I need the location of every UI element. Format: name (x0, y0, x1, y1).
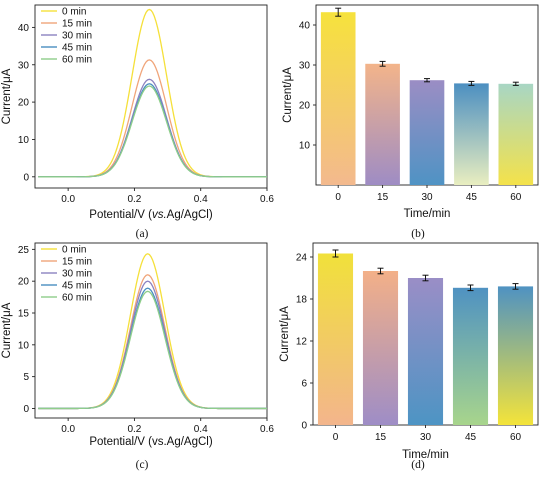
series-line-45-min (38, 287, 267, 410)
y-tick-label: 24 (296, 253, 308, 264)
panel-label: (a) (136, 228, 149, 240)
legend-label: 45 min (62, 281, 92, 292)
x-tick-label: 15 (377, 192, 389, 203)
y-axis-title: Current/μA (1, 68, 13, 124)
bar-30 (407, 278, 444, 425)
bar-0 (320, 12, 356, 186)
bar-30 (409, 80, 445, 185)
bar-15 (365, 63, 400, 185)
legend-label: 0 min (62, 245, 86, 256)
y-tick-label: 20 (299, 101, 311, 112)
x-axis-title: Potential/V (vs.Ag/AgCl) (89, 209, 213, 221)
y-tick-label: 30 (18, 60, 30, 71)
series-line-60-min (38, 85, 267, 178)
x-tick-label: 30 (421, 192, 433, 203)
x-tick-label: 0.0 (61, 194, 75, 205)
legend-label: 15 min (62, 19, 92, 30)
bar-45 (454, 83, 489, 185)
y-tick-label: 0 (23, 404, 29, 415)
legend-label: 0 min (62, 7, 86, 18)
x-tick-label: 0.2 (127, 194, 141, 205)
x-tick-label: 0.4 (194, 424, 208, 435)
y-tick-label: 12 (296, 337, 308, 348)
y-tick-label: 20 (18, 277, 30, 288)
legend-label: 60 min (62, 293, 92, 304)
x-tick-label: 60 (510, 432, 522, 443)
y-tick-label: 0 (301, 421, 307, 432)
y-axis-title: Current/μA (1, 302, 13, 358)
bar-45 (452, 287, 489, 425)
x-tick-label: 60 (510, 192, 522, 203)
legend-label: 45 min (62, 43, 92, 54)
x-tick-label: 45 (465, 432, 477, 443)
x-tick-label: 45 (466, 192, 478, 203)
series-line-30-min (38, 78, 267, 178)
y-axis-title: Current/μA (279, 306, 291, 362)
panel-label: (b) (411, 228, 425, 240)
panel-label: (d) (411, 459, 425, 471)
bar-0 (317, 253, 354, 425)
y-tick-label: 6 (301, 379, 307, 390)
y-tick-label: 10 (299, 141, 311, 152)
y-tick-label: 0 (23, 172, 29, 183)
y-axis-title: Current/μA (282, 67, 294, 123)
bar-60 (497, 286, 534, 425)
x-tick-label: 15 (375, 432, 387, 443)
y-tick-label: 10 (18, 135, 30, 146)
plot-frame (34, 242, 268, 419)
y-tick-label: 10 (18, 340, 30, 351)
x-tick-label: 0.6 (260, 424, 274, 435)
legend-label: 15 min (62, 257, 92, 268)
x-tick-label: 0 (333, 432, 339, 443)
x-axis-title: Time/min (404, 208, 451, 220)
x-tick-label: 0.0 (61, 424, 75, 435)
series-line-45-min (38, 83, 267, 178)
x-tick-label: 0.2 (127, 424, 141, 435)
y-tick-label: 5 (23, 372, 29, 383)
y-tick-label: 30 (299, 61, 311, 72)
y-tick-label: 20 (18, 98, 30, 109)
legend-label: 60 min (62, 55, 92, 66)
y-tick-label: 40 (299, 21, 311, 32)
y-tick-label: 40 (18, 23, 30, 34)
legend-label: 30 min (62, 269, 92, 280)
x-tick-label: 0.4 (194, 194, 208, 205)
bar-60 (498, 83, 534, 185)
y-tick-label: 15 (18, 309, 30, 320)
y-tick-label: 25 (18, 245, 30, 256)
plot-frame (34, 4, 268, 189)
panel-label: (c) (136, 459, 149, 471)
x-tick-label: 30 (420, 432, 432, 443)
y-tick-label: 18 (296, 295, 308, 306)
x-tick-label: 0 (335, 192, 341, 203)
series-line-15-min (38, 59, 267, 178)
x-tick-label: 0.6 (260, 194, 274, 205)
x-axis-title: Time/min (402, 449, 449, 461)
bar-15 (362, 271, 399, 425)
legend-label: 30 min (62, 31, 92, 42)
x-axis-title: Potential/V (vs.Ag/AgCl) (89, 436, 213, 448)
series-line-60-min (38, 290, 267, 410)
